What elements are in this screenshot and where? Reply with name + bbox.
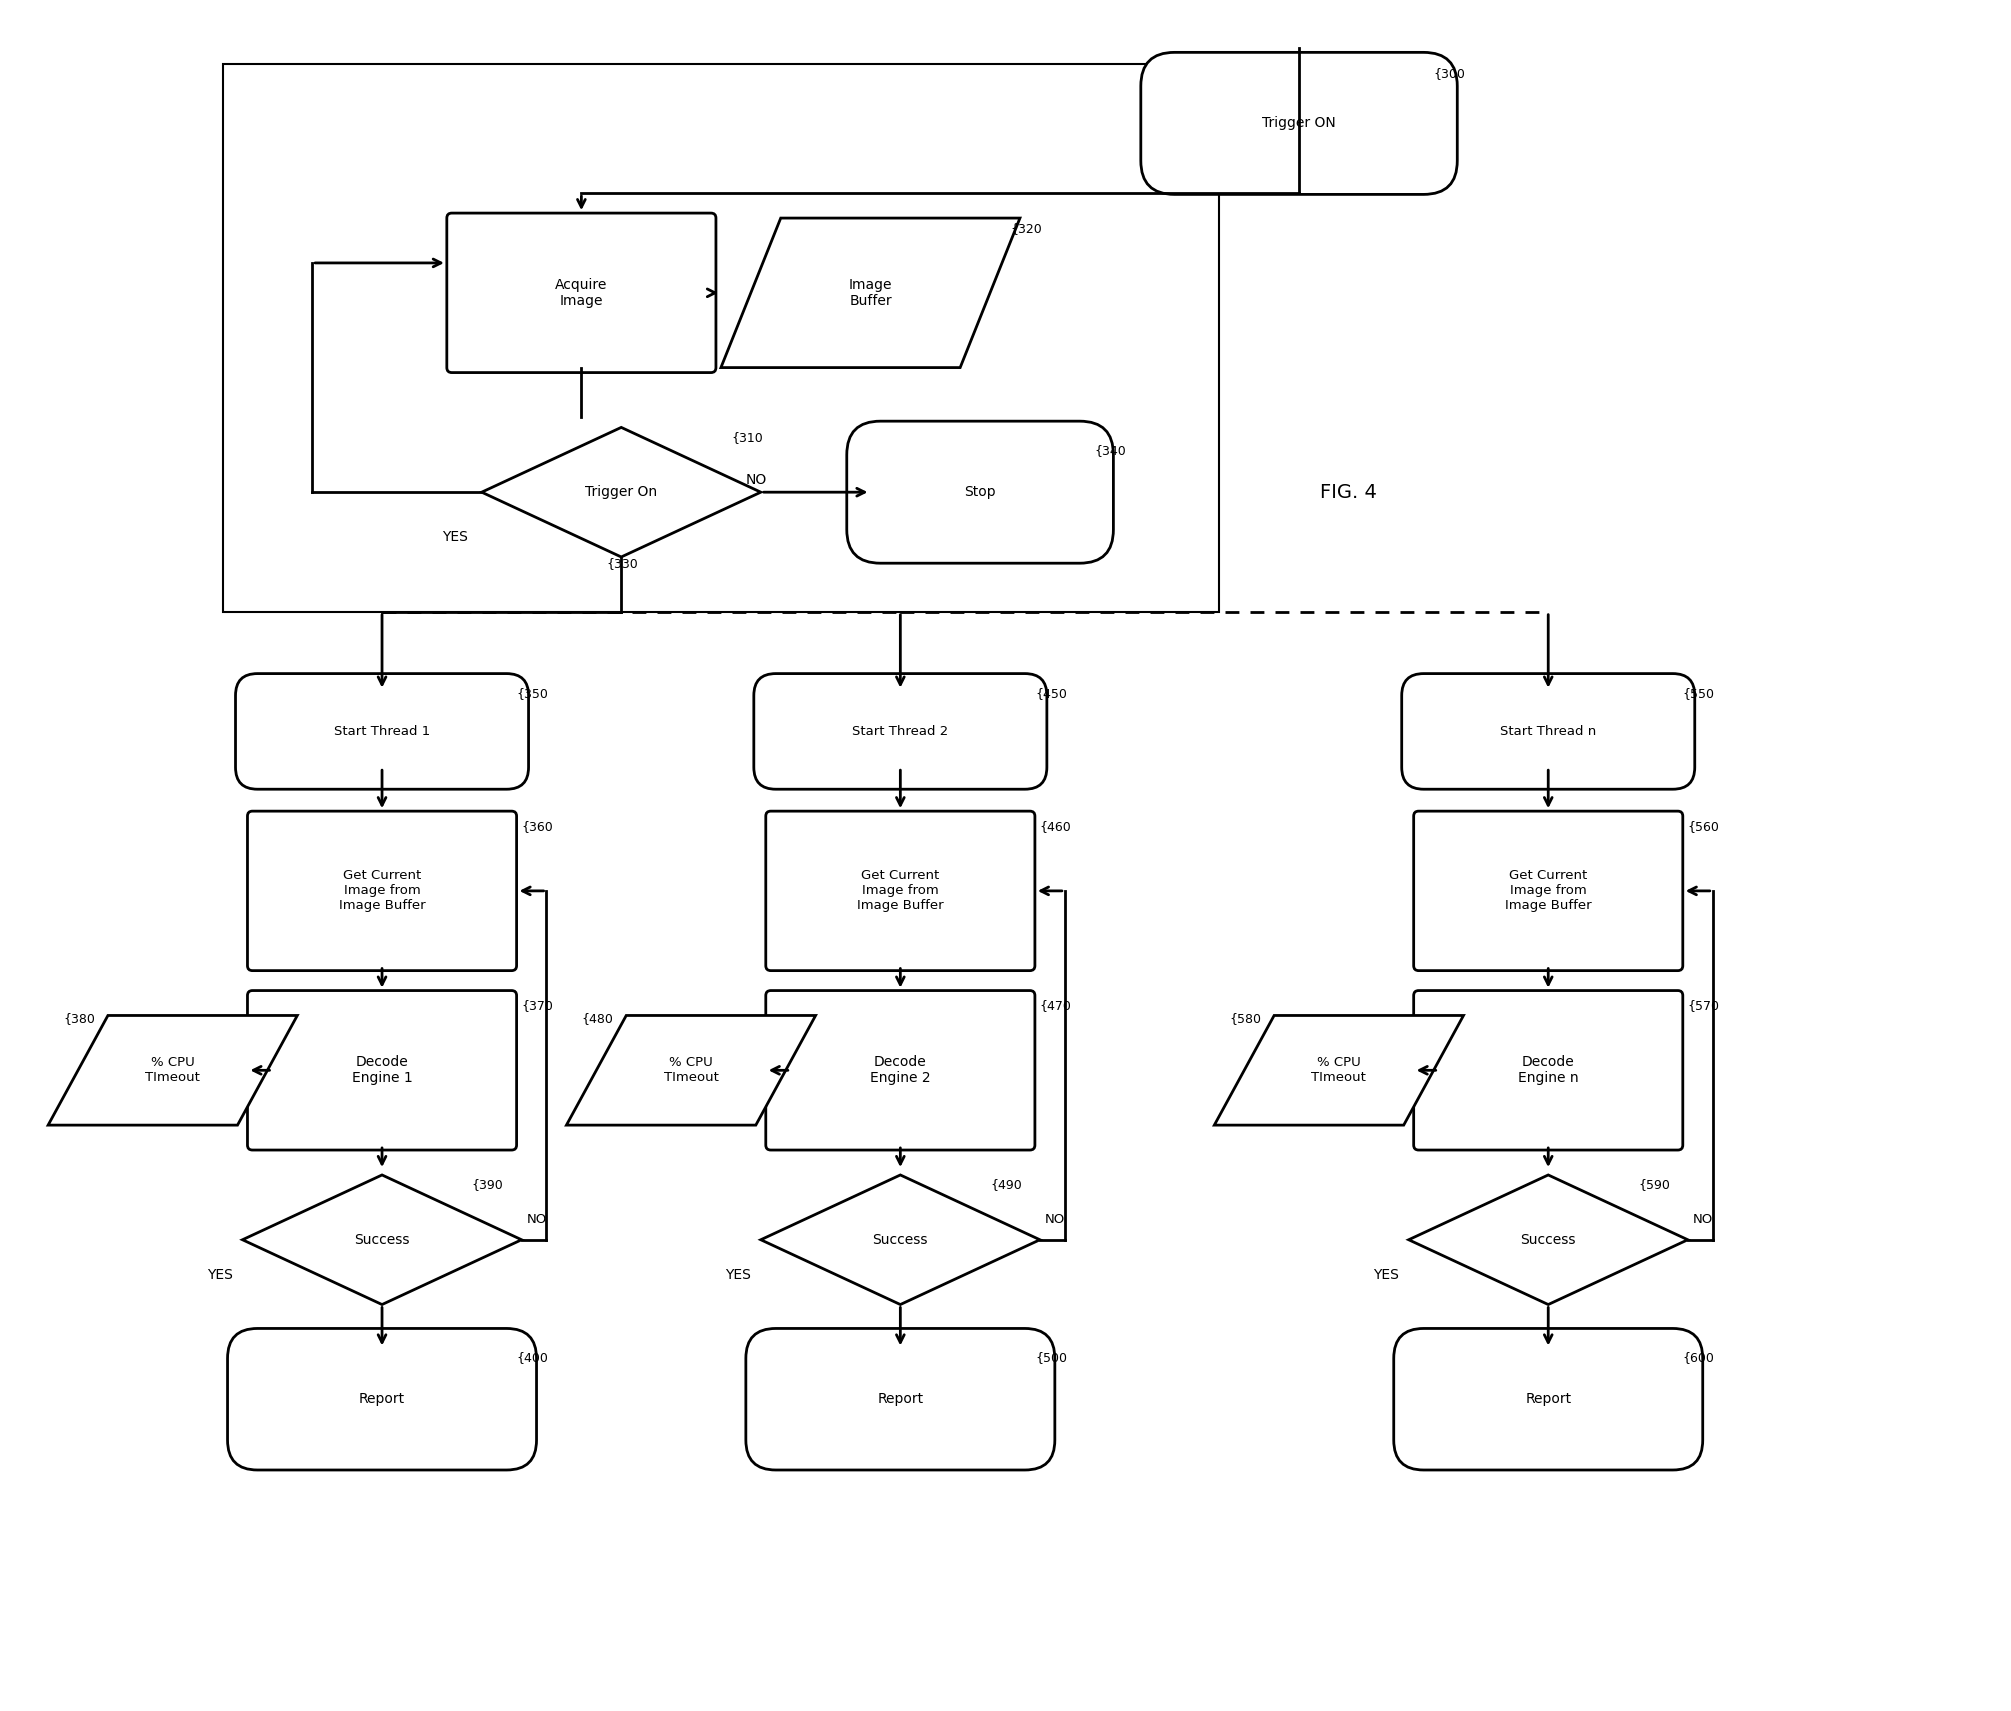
Text: Decode
Engine 2: Decode Engine 2 xyxy=(871,1056,931,1085)
Text: Start Thread n: Start Thread n xyxy=(1500,725,1597,737)
Text: {380: {380 xyxy=(62,1011,95,1025)
Text: FIG. 4: FIG. 4 xyxy=(1321,483,1378,501)
Text: NO: NO xyxy=(746,474,766,488)
Text: {310: {310 xyxy=(730,431,762,443)
Text: % CPU
TImeout: % CPU TImeout xyxy=(1311,1056,1365,1085)
Text: Acquire
Image: Acquire Image xyxy=(555,277,607,308)
Polygon shape xyxy=(483,428,760,558)
Text: {590: {590 xyxy=(1637,1179,1669,1191)
Text: {480: {480 xyxy=(581,1011,613,1025)
Text: Stop: Stop xyxy=(963,486,995,500)
Polygon shape xyxy=(720,217,1020,368)
Text: {560: {560 xyxy=(1687,820,1719,833)
Text: {450: {450 xyxy=(1036,688,1066,700)
Text: Trigger On: Trigger On xyxy=(585,486,658,500)
Polygon shape xyxy=(243,1175,521,1304)
Text: % CPU
TImeout: % CPU TImeout xyxy=(664,1056,718,1085)
Text: {300: {300 xyxy=(1434,67,1466,80)
FancyBboxPatch shape xyxy=(766,811,1036,970)
FancyBboxPatch shape xyxy=(1394,1328,1703,1470)
Text: YES: YES xyxy=(442,530,469,544)
Text: Image
Buffer: Image Buffer xyxy=(849,277,893,308)
Text: {330: {330 xyxy=(605,558,637,570)
Text: YES: YES xyxy=(207,1268,233,1282)
Text: Decode
Engine n: Decode Engine n xyxy=(1518,1056,1579,1085)
Text: {580: {580 xyxy=(1229,1011,1261,1025)
Polygon shape xyxy=(1215,1016,1464,1126)
Text: {370: {370 xyxy=(521,999,553,1011)
Text: {390: {390 xyxy=(473,1179,503,1191)
Text: Success: Success xyxy=(873,1232,929,1247)
Text: Get Current
Image from
Image Buffer: Get Current Image from Image Buffer xyxy=(338,869,426,912)
Text: Report: Report xyxy=(360,1393,404,1406)
Text: {360: {360 xyxy=(521,820,553,833)
Text: YES: YES xyxy=(724,1268,750,1282)
Polygon shape xyxy=(760,1175,1040,1304)
FancyBboxPatch shape xyxy=(1402,674,1695,789)
Text: Trigger ON: Trigger ON xyxy=(1263,116,1335,130)
FancyBboxPatch shape xyxy=(247,991,517,1150)
FancyBboxPatch shape xyxy=(1140,53,1458,195)
Text: {350: {350 xyxy=(517,688,549,700)
Text: Get Current
Image from
Image Buffer: Get Current Image from Image Buffer xyxy=(857,869,943,912)
Text: Get Current
Image from
Image Buffer: Get Current Image from Image Buffer xyxy=(1504,869,1591,912)
Text: Success: Success xyxy=(354,1232,410,1247)
Text: Start Thread 1: Start Thread 1 xyxy=(334,725,430,737)
Text: {490: {490 xyxy=(989,1179,1022,1191)
FancyBboxPatch shape xyxy=(1414,991,1683,1150)
Text: NO: NO xyxy=(527,1213,547,1227)
FancyBboxPatch shape xyxy=(1414,811,1683,970)
Text: Report: Report xyxy=(877,1393,923,1406)
Text: % CPU
TImeout: % CPU TImeout xyxy=(145,1056,201,1085)
FancyBboxPatch shape xyxy=(446,214,716,373)
Text: {500: {500 xyxy=(1036,1352,1068,1364)
Text: YES: YES xyxy=(1374,1268,1400,1282)
FancyBboxPatch shape xyxy=(247,811,517,970)
FancyBboxPatch shape xyxy=(754,674,1048,789)
Text: NO: NO xyxy=(1046,1213,1066,1227)
Text: Decode
Engine 1: Decode Engine 1 xyxy=(352,1056,412,1085)
Text: {320: {320 xyxy=(1010,221,1042,234)
Text: NO: NO xyxy=(1693,1213,1713,1227)
FancyBboxPatch shape xyxy=(847,421,1114,563)
Text: {460: {460 xyxy=(1040,820,1072,833)
Text: {400: {400 xyxy=(517,1352,549,1364)
Text: Success: Success xyxy=(1520,1232,1577,1247)
Polygon shape xyxy=(48,1016,298,1126)
FancyBboxPatch shape xyxy=(746,1328,1056,1470)
Text: {600: {600 xyxy=(1683,1352,1715,1364)
Polygon shape xyxy=(1408,1175,1687,1304)
Text: {340: {340 xyxy=(1094,443,1126,457)
FancyBboxPatch shape xyxy=(235,674,529,789)
Text: {570: {570 xyxy=(1687,999,1719,1011)
Text: {550: {550 xyxy=(1683,688,1715,700)
Text: Start Thread 2: Start Thread 2 xyxy=(853,725,949,737)
Polygon shape xyxy=(567,1016,816,1126)
Text: Report: Report xyxy=(1524,1393,1571,1406)
FancyBboxPatch shape xyxy=(227,1328,537,1470)
FancyBboxPatch shape xyxy=(766,991,1036,1150)
Text: {470: {470 xyxy=(1040,999,1072,1011)
